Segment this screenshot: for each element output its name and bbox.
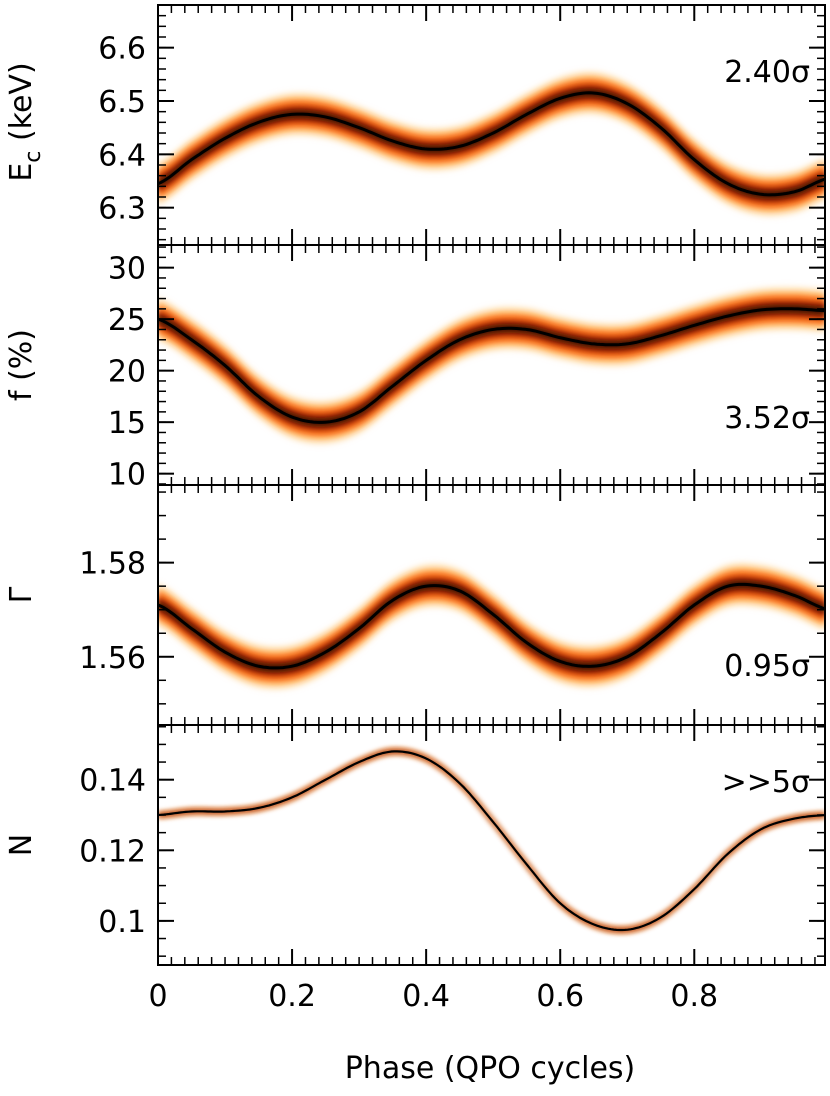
significance-annotation: 3.52σ (724, 401, 810, 436)
y-tick-label: 20 (108, 355, 146, 390)
x-axis-label: Phase (QPO cycles) (345, 1051, 636, 1086)
y-tick-label: 30 (108, 252, 146, 287)
significance-annotation: >>5σ (722, 765, 810, 800)
y-tick-label: 6.3 (98, 192, 146, 227)
x-tick-label: 0 (148, 979, 167, 1014)
x-tick-label: 0.6 (536, 979, 584, 1014)
panel-gamma: 1.56 1.58 0.95σ Γ (4, 484, 826, 726)
y-axis-label: f (%) (4, 329, 39, 401)
y-tick-label: 6.6 (98, 32, 146, 67)
series-line-n (158, 750, 825, 932)
y-axis-label: N (4, 834, 39, 856)
y-tick-label: 6.5 (98, 85, 146, 120)
panel-f: 10 15 20 25 30 3.52σ f (%) (4, 244, 826, 493)
y-tick-label: 1.58 (79, 547, 146, 582)
significance-annotation: 2.40σ (724, 55, 810, 90)
significance-annotation: 0.95σ (724, 649, 810, 684)
panel-ec: 6.3 6.4 6.5 6.6 2.40σ Ec (keV) (4, 4, 826, 246)
panel-frame (157, 724, 826, 966)
x-tick-label: 0.2 (268, 979, 316, 1014)
series-line-gamma (158, 582, 825, 670)
y-tick-label: 10 (108, 458, 146, 493)
y-tick-label: 15 (108, 406, 146, 441)
panel-n: 0.1 0.12 0.14 >>5σ N (4, 724, 826, 966)
y-tick-label: 6.4 (98, 138, 146, 173)
y-tick-label: 0.14 (79, 764, 146, 799)
y-axis-label: Ec (keV) (4, 62, 46, 181)
x-tick-label: 0.4 (402, 979, 450, 1014)
y-tick-label: 0.12 (79, 834, 146, 869)
x-tick-label: 0.8 (670, 979, 718, 1014)
uncertainty-band-5 (158, 579, 825, 673)
series-line-f (158, 307, 825, 424)
y-tick-label: 25 (108, 303, 146, 338)
y-tick-label: 1.56 (79, 641, 146, 676)
y-tick-label: 0.1 (98, 905, 146, 940)
panel-frame (157, 244, 826, 486)
y-axis-label: Γ (4, 586, 39, 603)
series-line-ec (158, 91, 825, 197)
